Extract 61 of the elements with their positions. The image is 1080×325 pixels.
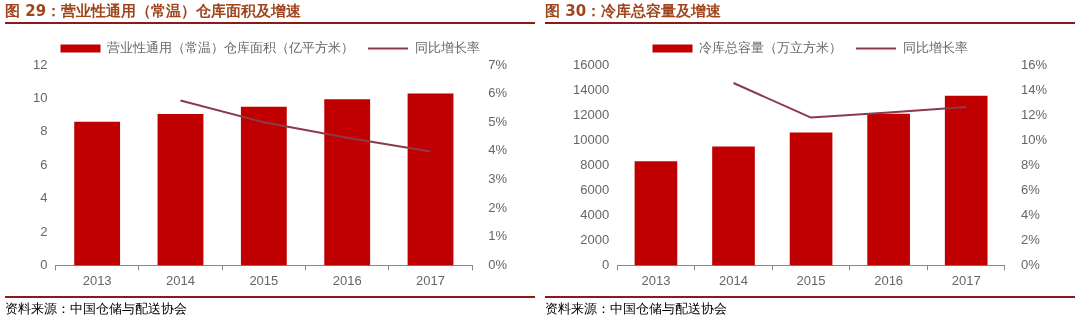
x-tick-label: 2017 (416, 272, 445, 288)
legend-label: 同比增长率 (414, 39, 480, 55)
y-tick-label: 2 (40, 223, 48, 239)
y-tick-label: 8 (40, 123, 48, 139)
y2-tick-label: 14% (1020, 81, 1048, 97)
y-tick-label: 8000 (580, 156, 610, 172)
x-tick-label: 2013 (82, 272, 112, 288)
y-tick-label: 4 (40, 190, 48, 206)
y-tick-label: 4000 (580, 206, 610, 222)
x-tick-label: 2017 (951, 272, 981, 288)
y-tick-label: 12 (32, 56, 48, 72)
x-tick-label: 2016 (332, 272, 362, 288)
y-tick-label: 0 (601, 256, 610, 272)
y2-tick-label: 6% (488, 85, 508, 101)
legend-label: 冷库总容量（万立方米） (699, 39, 842, 55)
y2-tick-label: 0% (488, 256, 508, 272)
y-tick-label: 14000 (572, 81, 610, 97)
y2-tick-label: 12% (1020, 106, 1048, 122)
x-tick-label: 2014 (719, 272, 748, 288)
legend-label: 营业性通用（常温）仓库面积（亿平方米） (107, 39, 354, 55)
y2-tick-label: 5% (488, 113, 508, 129)
x-tick-label: 2015 (249, 272, 279, 288)
text: 资料来源：中国仓储与配送协会 (545, 296, 1075, 320)
bar (407, 93, 454, 266)
y2-tick-label: 16% (1020, 56, 1048, 72)
y2-tick-label: 6% (1020, 181, 1041, 197)
y-tick-label: 16000 (572, 56, 610, 72)
y2-tick-label: 7% (488, 56, 508, 72)
bar (74, 121, 121, 266)
y2-tick-label: 3% (488, 171, 508, 187)
y-tick-label: 10000 (572, 131, 610, 147)
bar (712, 146, 755, 266)
bar (157, 114, 204, 266)
bar (789, 132, 833, 266)
y-tick-label: 12000 (572, 106, 610, 122)
y-tick-label: 2000 (580, 231, 610, 247)
y2-tick-label: 1% (488, 228, 508, 244)
y2-tick-label: 8% (1020, 156, 1041, 172)
y-tick-label: 6000 (580, 181, 610, 197)
chart-title: 图 30：冷库总容量及增速 (545, 0, 1075, 24)
bar (240, 106, 287, 266)
bar (867, 113, 910, 266)
y2-tick-label: 10% (1020, 131, 1048, 147)
legend-label: 同比增长率 (902, 39, 968, 55)
y-tick-label: 10 (32, 89, 48, 105)
x-tick-label: 2014 (166, 272, 195, 288)
chart-title: 图 29：营业性通用（常温）仓库面积及增速 (5, 0, 535, 24)
y2-tick-label: 2% (488, 199, 508, 215)
y2-tick-label: 4% (1020, 206, 1041, 222)
y-tick-label: 6 (40, 156, 48, 172)
x-tick-label: 2016 (874, 272, 904, 288)
bar (634, 161, 678, 266)
y-tick-label: 0 (40, 256, 48, 272)
text: 资料来源：中国仓储与配送协会 (5, 296, 535, 320)
y2-tick-label: 2% (1020, 231, 1041, 247)
x-tick-label: 2015 (796, 272, 826, 288)
bar (324, 99, 371, 266)
y2-tick-label: 4% (488, 142, 508, 158)
bar (944, 95, 988, 266)
x-tick-label: 2013 (641, 272, 671, 288)
y2-tick-label: 0% (1020, 256, 1041, 272)
